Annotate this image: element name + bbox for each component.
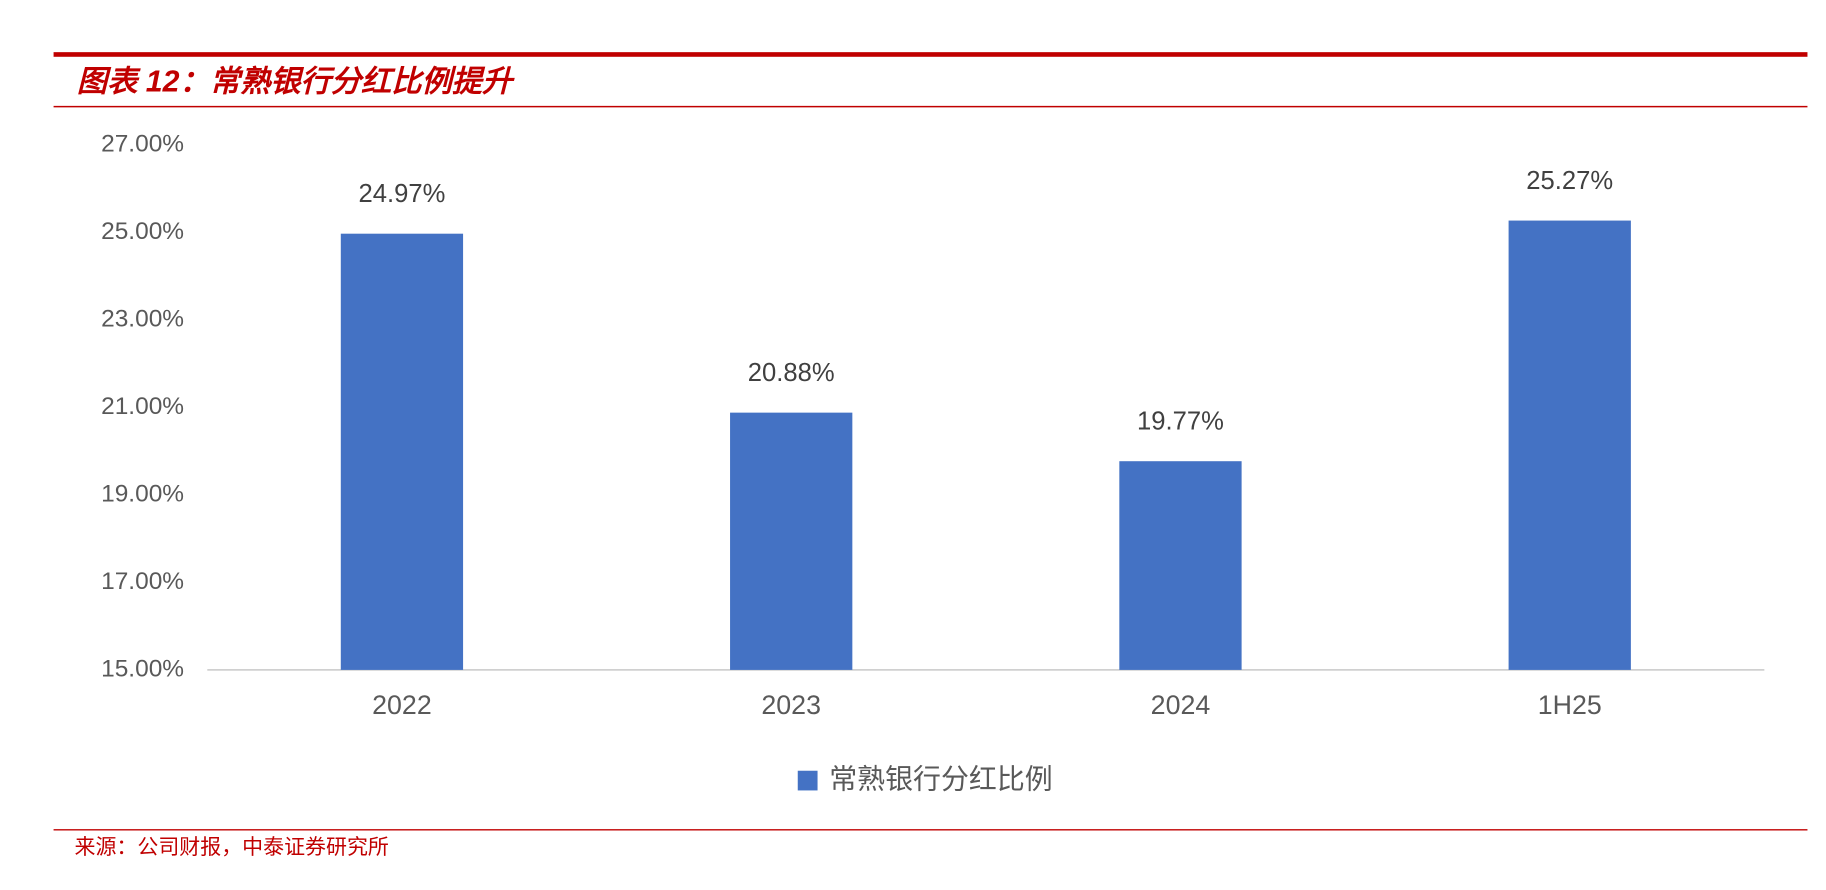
data-label: 25.27%: [1526, 167, 1613, 195]
bar: [1119, 461, 1242, 670]
x-tick-label: 1H25: [1538, 690, 1602, 720]
x-tick-label: 2022: [372, 690, 432, 720]
bar: [340, 233, 464, 670]
bar: [730, 412, 853, 670]
legend-label: 常熟银行分红比例: [829, 764, 1053, 795]
y-tick-label: 23.00%: [101, 305, 184, 332]
y-tick-label: 19.00%: [101, 480, 184, 507]
legend-swatch: [797, 770, 818, 791]
bar: [1508, 220, 1631, 670]
source-note: 来源：公司财报，中泰证券研究所: [75, 835, 389, 859]
data-label: 20.88%: [748, 359, 835, 387]
top-rule: [53, 52, 1808, 57]
y-tick-label: 27.00%: [101, 130, 184, 157]
chart-body: 图表 12：常熟银行分红比例提升 来源：公司财报，中泰证券研究所 15.00% 1…: [53, 52, 1808, 859]
y-tick-label: 17.00%: [101, 568, 184, 595]
data-label: 24.97%: [359, 180, 446, 208]
x-tick-label: 2024: [1151, 690, 1211, 720]
data-label: 19.77%: [1137, 408, 1224, 436]
x-tick-label: 2023: [761, 690, 821, 720]
y-tick-label: 21.00%: [101, 393, 184, 420]
chart-title: 图表 12：常熟银行分红比例提升: [77, 64, 515, 98]
y-tick-label: 25.00%: [101, 218, 184, 245]
y-tick-label: 15.00%: [101, 655, 184, 682]
